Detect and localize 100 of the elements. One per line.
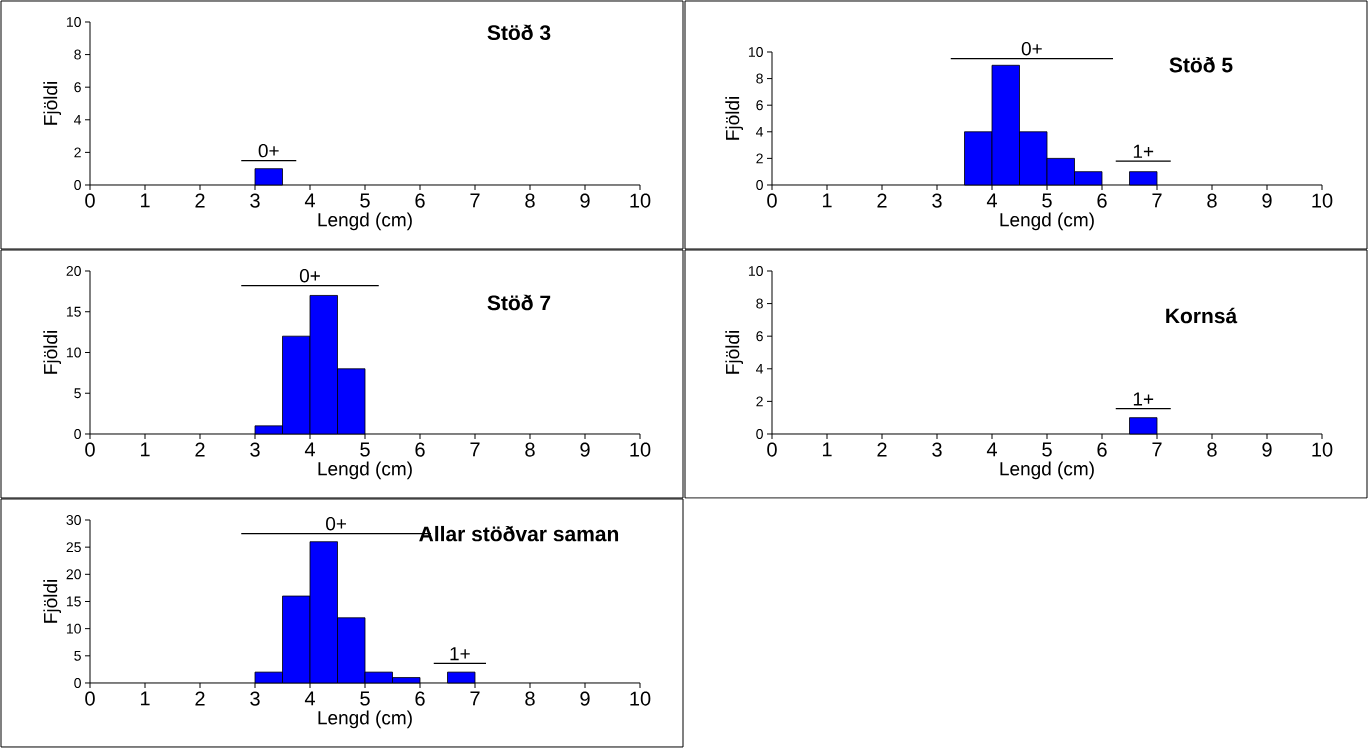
x-tick-label: 3 bbox=[250, 442, 260, 457]
x-tick-label: 2 bbox=[195, 691, 205, 706]
x-tick-label: 8 bbox=[525, 442, 535, 457]
series-label: 0+ bbox=[299, 269, 320, 283]
x-tick-label: 3 bbox=[250, 691, 260, 706]
series-label: 1+ bbox=[1133, 392, 1154, 406]
y-axis-title: Fjöldi bbox=[43, 82, 62, 125]
x-tick-label: 3 bbox=[932, 442, 942, 457]
x-tick-label: 8 bbox=[525, 691, 535, 706]
y-tick-label: 10 bbox=[748, 47, 763, 57]
x-tick-label: 5 bbox=[1042, 193, 1052, 208]
x-tick-label: 0 bbox=[85, 691, 95, 706]
y-tick-label: 4 bbox=[756, 363, 764, 374]
y-tick-label: 8 bbox=[756, 73, 763, 84]
y-tick-label: 0 bbox=[74, 678, 81, 688]
y-tick-label: 4 bbox=[756, 126, 764, 137]
y-tick-label: 2 bbox=[756, 396, 763, 407]
y-tick-label: 8 bbox=[756, 298, 763, 309]
x-tick-label: 2 bbox=[877, 193, 887, 208]
chart-title: Allar stöðvar saman bbox=[419, 525, 619, 542]
text: Kornsá bbox=[1166, 307, 1238, 324]
x-tick-label: 8 bbox=[1207, 442, 1217, 457]
x-tick-label: 10 bbox=[1312, 193, 1333, 208]
y-axis-title: Fjöldi bbox=[725, 331, 744, 374]
chart-title: Stöð 5 bbox=[1169, 56, 1233, 73]
y-tick-label: 2 bbox=[74, 147, 81, 158]
y-axis-title: Fjöldi bbox=[43, 580, 62, 623]
y-tick-label: 2 bbox=[756, 153, 763, 164]
x-tick-label: 10 bbox=[630, 193, 651, 208]
x-tick-label: 6 bbox=[1097, 193, 1107, 208]
series-label: 1+ bbox=[1133, 144, 1154, 158]
y-tick-label: 6 bbox=[756, 100, 763, 111]
y-tick-label: 30 bbox=[66, 515, 81, 525]
x-tick-label: 8 bbox=[525, 193, 535, 208]
x-tick-label: 6 bbox=[415, 442, 425, 457]
x-tick-label: 7 bbox=[470, 691, 480, 706]
x-tick-label: 1 bbox=[140, 691, 150, 706]
x-tick-label: 9 bbox=[580, 442, 590, 457]
y-tick-label: 4 bbox=[74, 114, 82, 125]
x-tick-label: 3 bbox=[932, 193, 942, 208]
x-axis-title: Lengd (cm) bbox=[318, 461, 412, 480]
y-tick-label: 15 bbox=[66, 596, 81, 607]
y-tick-label: 20 bbox=[66, 266, 81, 276]
x-tick-label: 6 bbox=[415, 193, 425, 208]
y-axis-title: Fjöldi bbox=[43, 331, 62, 374]
x-tick-label: 4 bbox=[986, 442, 997, 457]
x-tick-label: 6 bbox=[415, 691, 425, 706]
x-tick-label: 5 bbox=[360, 691, 370, 706]
y-tick-label: 10 bbox=[66, 623, 81, 634]
x-tick-label: 0 bbox=[767, 442, 777, 457]
x-tick-label: 7 bbox=[470, 193, 480, 208]
chart-title: Stöð 3 bbox=[487, 24, 551, 41]
y-tick-label: 20 bbox=[66, 569, 81, 580]
x-tick-label: 10 bbox=[1312, 442, 1333, 457]
y-tick-label: 0 bbox=[756, 180, 763, 190]
x-tick-label: 7 bbox=[1152, 442, 1162, 457]
x-tick-label: 1 bbox=[140, 442, 150, 457]
y-tick-label: 25 bbox=[66, 542, 81, 553]
series-label: 0+ bbox=[258, 143, 279, 158]
x-tick-label: 0 bbox=[767, 193, 777, 208]
x-tick-label: 3 bbox=[250, 193, 260, 208]
x-axis-title: Lengd (cm) bbox=[318, 212, 412, 231]
y-tick-label: 10 bbox=[66, 347, 81, 358]
y-tick-label: 0 bbox=[74, 180, 81, 190]
x-tick-label: 1 bbox=[140, 193, 150, 208]
x-tick-label: 4 bbox=[304, 442, 315, 457]
x-tick-label: 0 bbox=[85, 193, 95, 208]
x-axis-title: Lengd (cm) bbox=[1000, 212, 1094, 231]
x-tick-label: 8 bbox=[1207, 193, 1217, 208]
x-tick-label: 5 bbox=[360, 193, 370, 208]
x-tick-label: 4 bbox=[986, 193, 997, 208]
series-label: 0+ bbox=[326, 516, 347, 531]
y-tick-label: 0 bbox=[74, 429, 81, 439]
x-tick-label: 4 bbox=[304, 193, 315, 208]
x-tick-label: 6 bbox=[1097, 442, 1107, 457]
x-tick-label: 2 bbox=[195, 442, 205, 457]
y-tick-label: 5 bbox=[74, 650, 81, 661]
x-tick-label: 4 bbox=[304, 691, 315, 706]
x-tick-label: 2 bbox=[877, 442, 887, 457]
text: Stöð 7 bbox=[487, 294, 551, 311]
y-tick-label: 10 bbox=[748, 266, 763, 276]
x-tick-label: 0 bbox=[85, 442, 95, 457]
x-tick-label: 7 bbox=[1152, 193, 1162, 208]
x-tick-label: 7 bbox=[470, 442, 480, 457]
y-tick-label: 6 bbox=[756, 331, 763, 342]
x-axis-title: Lengd (cm) bbox=[318, 710, 412, 729]
x-tick-label: 2 bbox=[195, 193, 205, 208]
x-tick-label: 10 bbox=[630, 442, 651, 457]
x-tick-label: 9 bbox=[1262, 193, 1272, 208]
x-tick-label: 5 bbox=[1042, 442, 1052, 457]
x-tick-label: 9 bbox=[1262, 442, 1272, 457]
y-tick-label: 6 bbox=[74, 82, 81, 93]
y-tick-label: 10 bbox=[66, 17, 81, 27]
y-tick-label: 15 bbox=[66, 306, 81, 317]
x-tick-label: 9 bbox=[580, 193, 590, 208]
y-axis-title: Fjöldi bbox=[725, 97, 744, 140]
x-tick-label: 9 bbox=[580, 691, 590, 706]
series-label: 1+ bbox=[450, 647, 470, 661]
series-label: 0+ bbox=[1021, 41, 1042, 56]
y-tick-label: 5 bbox=[74, 388, 81, 399]
